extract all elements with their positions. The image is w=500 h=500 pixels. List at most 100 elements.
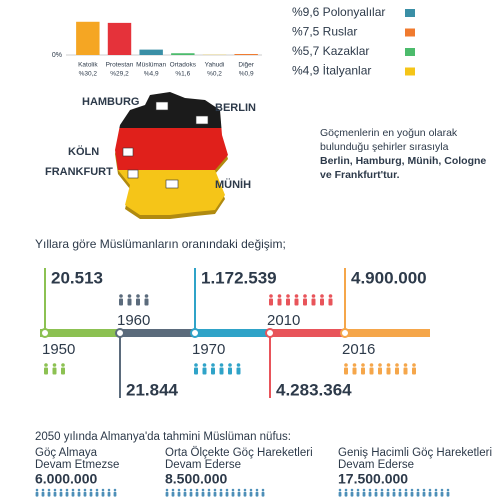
person-icon [398,491,402,497]
timeline-segment [195,329,270,337]
person-icon [412,367,416,375]
person-icon [194,367,198,375]
x-tick-label: Yahudi [205,62,225,69]
person-icon [311,298,316,306]
person-icon [219,363,224,367]
person-icon [344,367,348,375]
person-icon [286,298,290,306]
person-icon [356,491,360,497]
person-icon [177,488,181,492]
person-icon [47,491,51,497]
timeline-node [40,328,50,338]
value-label: %0,9 [239,71,254,78]
legend-swatch [405,9,415,17]
timeline-value: 4.283.364 [276,380,352,399]
scenario-title: Devam Ederse [165,459,241,471]
x-tick-label: Müslüman [136,62,166,69]
person-icon [225,491,229,497]
person-icon [61,367,65,375]
person-icon [440,488,444,492]
person-icon [369,363,374,367]
person-icon [228,367,232,375]
timeline-year: 2016 [342,341,375,358]
person-icon [350,491,354,497]
person-icon [77,488,81,492]
timeline-value: 4.900.000 [351,268,427,287]
person-icon [77,491,81,497]
note-bold: Berlin, Hamburg, Münih, Cologne ve Frank… [320,155,487,181]
timeline-segment [270,329,345,337]
person-icon [294,298,299,306]
person-icon [243,491,247,497]
person-icon [369,367,374,375]
person-icon [311,294,316,298]
person-icon [144,294,149,298]
city-icons [122,101,209,189]
person-icon [261,491,265,497]
person-icon [41,488,45,492]
person-icon [403,367,408,375]
person-icon [211,367,215,375]
timeline-segment [120,329,195,337]
person-icon [65,491,69,497]
legend-label: %4,9 İtalyanlar [292,64,371,78]
projection-title: 2050 yılında Almanya'da tahmini Müslüman… [35,431,291,443]
person-icon [47,488,51,492]
person-icon [386,488,390,492]
city-note: Göçmenlerin en yoğun olarak bulunduğu şe… [320,126,490,182]
person-icon [71,488,75,492]
person-icon [202,367,207,375]
person-icon [219,491,223,497]
bar [171,53,195,55]
legend-label: %9,6 Polonyalılar [292,5,385,19]
person-icon [127,294,132,298]
person-icon [183,488,187,492]
timeline-value: 21.844 [126,380,179,399]
person-icon [213,488,217,492]
person-icon [127,298,132,306]
timeline-value: 20.513 [51,268,103,287]
scenario-title: Göç Almaya [35,447,98,459]
person-icon [277,298,282,306]
person-icon [374,488,378,492]
person-icon [71,491,75,497]
person-icon [243,488,247,492]
value-label: %1,6 [175,71,190,78]
person-icon [416,488,420,492]
legend-label: %7,5 Ruslar [292,25,357,39]
value-label: %29,2 [110,71,129,78]
person-icon [44,367,48,375]
city-label: FRANKFURT [45,166,113,178]
germany-map [115,92,228,215]
person-icon [59,488,63,492]
person-icon [395,363,399,367]
x-tick-label: Ortadoks [170,62,197,69]
person-icon [213,491,217,497]
person-icon [237,491,241,497]
person-icon [269,294,273,298]
person-icon [362,488,366,492]
person-icon [89,491,93,497]
person-icon [207,488,211,492]
timeline-year: 2010 [267,312,300,329]
x-tick-label: Protestan [106,62,134,69]
person-icon [231,491,235,497]
person-icon [211,363,215,367]
person-icon [328,294,333,298]
person-icon [189,488,193,492]
value-label: %0,2 [207,71,222,78]
person-icon [113,491,117,497]
person-icon [195,488,199,492]
person-icon [352,363,357,367]
timeline-year: 1960 [117,312,150,329]
scenario-title: Orta Ölçekte Göç Hareketleri [165,447,313,459]
person-icon [219,367,224,375]
person-icon [395,367,399,375]
person-icon [65,488,69,492]
person-icon [202,363,207,367]
person-icon [53,488,57,492]
person-icon [113,488,117,492]
person-icon [201,488,205,492]
person-icon [434,491,438,497]
